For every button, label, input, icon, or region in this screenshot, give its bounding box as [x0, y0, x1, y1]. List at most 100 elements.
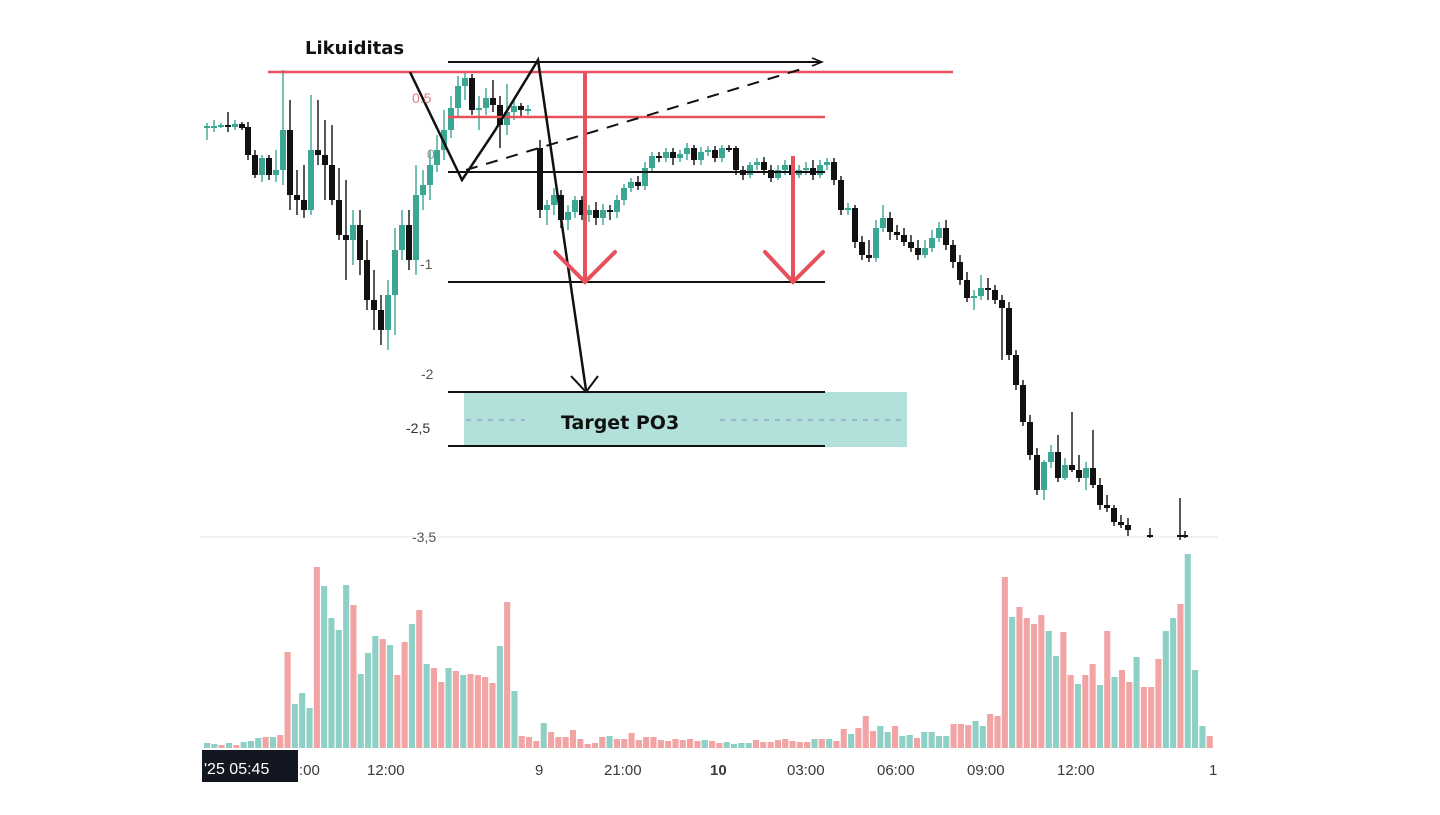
- candle-body: [803, 168, 809, 170]
- volume-bar: [979, 726, 986, 748]
- fib-level-label: 0: [427, 146, 435, 162]
- volume-bar: [657, 740, 664, 748]
- volume-bar: [438, 682, 445, 748]
- candle-body: [1048, 452, 1054, 462]
- candle-body: [754, 162, 760, 165]
- candle-body: [483, 98, 489, 108]
- volume-bar: [635, 740, 642, 748]
- volume-bar: [321, 586, 328, 748]
- volume-bar: [204, 743, 211, 748]
- candle-body: [1083, 468, 1089, 478]
- candle-body: [392, 250, 398, 295]
- time-axis-label: 03:00: [787, 762, 825, 779]
- time-axis-label: 12:00: [367, 762, 405, 779]
- volume-bar: [643, 737, 650, 748]
- volume-bar: [987, 714, 994, 748]
- volume-bar: [1126, 682, 1133, 748]
- volume-bar: [731, 744, 738, 748]
- candle-body: [204, 126, 210, 128]
- candle-body: [537, 148, 543, 210]
- volume-bar: [233, 745, 240, 748]
- volume-bar: [255, 738, 262, 748]
- candle-body: [1020, 385, 1026, 422]
- candle-body: [964, 280, 970, 298]
- candle-body: [621, 188, 627, 200]
- candlesticks: [204, 70, 1188, 540]
- volume-bar: [247, 741, 254, 748]
- volume-bar: [1118, 670, 1125, 748]
- volume-bar: [1184, 554, 1191, 748]
- candle-body: [1177, 535, 1183, 537]
- candle-body: [971, 296, 977, 298]
- fib-level-label: 0.5: [412, 90, 432, 106]
- candle-body: [992, 290, 998, 300]
- candle-body: [677, 154, 683, 158]
- candle-body: [712, 150, 718, 158]
- candle-body: [901, 235, 907, 242]
- candle-body: [469, 78, 475, 110]
- candle-body: [211, 126, 217, 128]
- candle-body: [607, 210, 613, 212]
- volume-bar: [1155, 659, 1162, 748]
- volume-bar: [489, 683, 496, 748]
- time-axis-label: 06:00: [877, 762, 915, 779]
- candle-body: [978, 288, 984, 296]
- time-axis-label: 09:00: [967, 762, 1005, 779]
- candle-body: [420, 185, 426, 195]
- volume-bar: [1096, 685, 1103, 748]
- volume-bar: [445, 668, 452, 748]
- candle-body: [663, 152, 669, 158]
- volume-bar: [416, 610, 423, 748]
- volume-bar: [599, 737, 606, 748]
- volume-bar: [943, 736, 950, 748]
- volume-bar: [562, 737, 569, 748]
- volume-bar: [262, 737, 269, 748]
- volume-bar: [811, 739, 818, 748]
- candle-body: [929, 238, 935, 248]
- volume-bar: [504, 602, 511, 748]
- candle-body: [544, 205, 550, 210]
- volume-bar: [972, 721, 979, 748]
- volume-bar: [1104, 631, 1111, 748]
- volume-bar: [518, 736, 525, 748]
- volume-bar: [855, 728, 862, 748]
- volume-bar: [394, 675, 401, 748]
- volume-bar: [1089, 664, 1096, 748]
- volume-bar: [452, 671, 459, 748]
- candle-body: [266, 158, 272, 175]
- candle-body: [684, 148, 690, 154]
- volume-bar: [335, 630, 342, 748]
- volume-bar: [1023, 618, 1030, 748]
- volume-bar: [716, 743, 723, 748]
- volume-bar: [269, 737, 276, 748]
- volume-bar: [884, 732, 891, 748]
- volume-bar: [584, 744, 591, 748]
- volume-bar: [679, 740, 686, 748]
- volume-bar: [467, 674, 474, 748]
- time-axis-label: 1: [1209, 762, 1218, 779]
- fib-level-label: -2,5: [406, 420, 431, 436]
- candle-body: [698, 152, 704, 160]
- candle-body: [1125, 525, 1131, 530]
- candle-body: [782, 165, 788, 170]
- candle-body: [1118, 522, 1124, 525]
- volume-bar: [782, 739, 789, 748]
- volume-bar: [1140, 687, 1147, 748]
- candle-body: [838, 180, 844, 210]
- volume-bar: [826, 739, 833, 748]
- candle-body: [1069, 465, 1075, 470]
- volume-bar: [1162, 631, 1169, 748]
- candle-body: [894, 232, 900, 235]
- candle-body: [642, 168, 648, 186]
- volume-bar: [357, 674, 364, 748]
- volume-bar: [892, 726, 899, 748]
- volume-bar: [621, 739, 628, 748]
- dashed-trendline: [465, 67, 806, 171]
- volume-bar: [870, 731, 877, 748]
- volume-bar: [1170, 618, 1177, 748]
- candle-body: [1055, 452, 1061, 478]
- volume-bar: [299, 693, 306, 748]
- volume-bar: [533, 741, 540, 748]
- volume-bar: [569, 730, 576, 748]
- candle-body: [504, 112, 510, 125]
